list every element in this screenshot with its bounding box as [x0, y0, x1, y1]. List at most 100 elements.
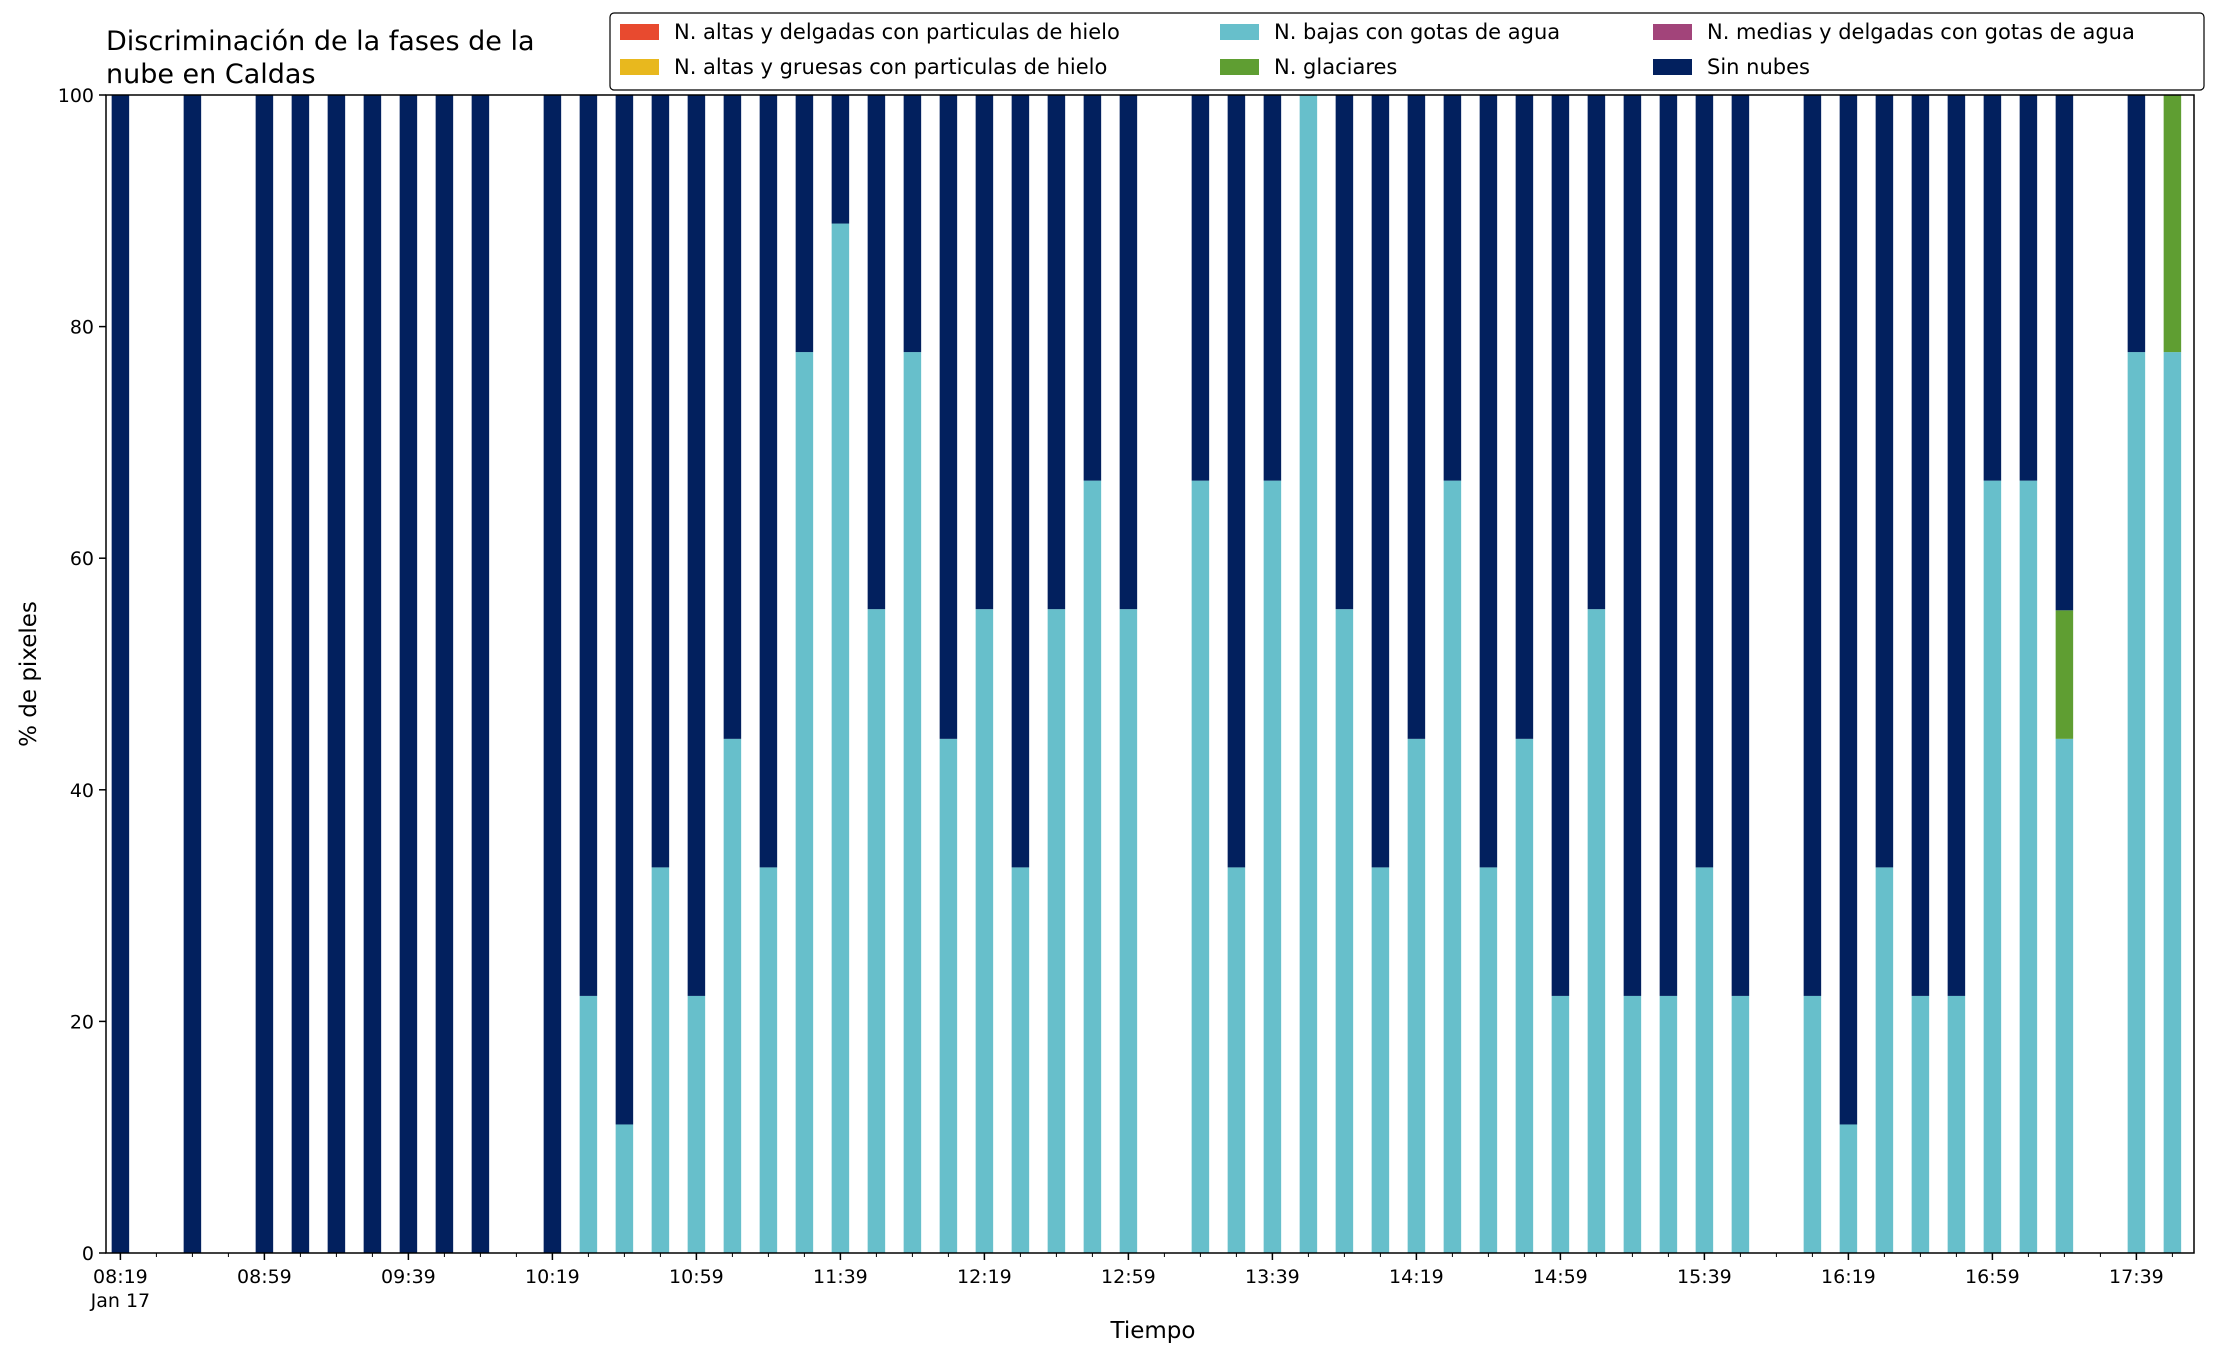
- bar-sin-nubes-1619: [1839, 95, 1858, 1125]
- legend-swatch-n-altas-y-gruesas-con-particulas-de-hielo: [620, 59, 659, 75]
- bar-sin-nubes-1709: [2019, 95, 2038, 481]
- bar-n-bajas-con-gotas-de-agua-1609: [1803, 995, 1822, 1253]
- bar-n-bajas-con-gotas-de-agua-1149: [867, 609, 886, 1253]
- bar-n-bajas-con-gotas-de-agua-1029: [579, 995, 598, 1253]
- bar-sin-nubes-1739: [2127, 95, 2146, 353]
- bar-sin-nubes-1449: [1515, 95, 1534, 739]
- bar-n-bajas-con-gotas-de-agua-1639: [1911, 995, 1930, 1253]
- bar-sin-nubes-1049: [651, 95, 670, 868]
- bar-n-bajas-con-gotas-de-agua-1719: [2055, 738, 2074, 1253]
- bar-sin-nubes-0909: [291, 95, 310, 1253]
- bar-n-bajas-con-gotas-de-agua-1409: [1371, 867, 1390, 1253]
- legend-swatch-n-medias-y-delgadas-con-gotas-de-agua: [1653, 24, 1692, 40]
- bar-n-glaciares-1749: [2163, 95, 2182, 353]
- chart-title-line-2: nube en Caldas: [106, 59, 316, 90]
- bar-n-bajas-con-gotas-de-agua-1709: [2019, 480, 2038, 1253]
- bar-n-bajas-con-gotas-de-agua-1419: [1407, 738, 1426, 1253]
- legend-swatch-sin-nubes: [1653, 59, 1692, 75]
- bar-n-bajas-con-gotas-de-agua-1039: [615, 1124, 634, 1253]
- bar-sin-nubes-1639: [1911, 95, 1930, 996]
- bar-sin-nubes-0819: [111, 95, 130, 1253]
- legend-label-n-medias-y-delgadas-con-gotas-de-agua: N. medias y delgadas con gotas de agua: [1707, 20, 2135, 44]
- bar-sin-nubes-1509: [1587, 95, 1606, 610]
- bar-n-bajas-con-gotas-de-agua-1429: [1443, 480, 1462, 1253]
- bar-sin-nubes-0919: [327, 95, 346, 1253]
- bar-n-bajas-con-gotas-de-agua-1449: [1515, 738, 1534, 1253]
- bar-sin-nubes-0939: [399, 95, 418, 1253]
- y-tick-label-40: 40: [70, 780, 94, 802]
- y-axis-label: % de pixeles: [16, 601, 42, 747]
- bar-sin-nubes-1059: [687, 95, 706, 996]
- x-tick-label-1219: 12:19: [957, 1266, 1012, 1288]
- bar-sin-nubes-1339: [1263, 95, 1282, 481]
- bar-sin-nubes-1439: [1479, 95, 1498, 868]
- plot-frame: [105, 94, 2195, 1254]
- y-axis: 0 20 40 60 80 100: [58, 85, 106, 1265]
- y-tick-label-80: 80: [70, 317, 94, 339]
- bar-n-bajas-con-gotas-de-agua-1339: [1263, 480, 1282, 1253]
- legend-label-n-glaciares: N. glaciares: [1274, 55, 1397, 79]
- bar-sin-nubes-0949: [435, 95, 454, 1253]
- bar-n-bajas-con-gotas-de-agua-1359: [1335, 609, 1354, 1253]
- bar-n-bajas-con-gotas-de-agua-1109: [723, 738, 742, 1253]
- x-axis-label: Tiempo: [1110, 1318, 1196, 1344]
- bar-n-bajas-con-gotas-de-agua-1739: [2127, 352, 2146, 1254]
- chart-title-line-1: Discriminación de la fases de la: [106, 26, 535, 57]
- bar-n-bajas-con-gotas-de-agua-1139: [831, 223, 850, 1253]
- x-tick-label-0939: 09:39: [381, 1266, 436, 1288]
- bars: [111, 95, 2182, 1254]
- legend-swatch-n-altas-y-delgadas-con-particulas-de-hielo: [620, 24, 659, 40]
- bar-n-bajas-con-gotas-de-agua-1629: [1875, 867, 1894, 1253]
- bar-n-bajas-con-gotas-de-agua-1549: [1731, 995, 1750, 1253]
- bar-sin-nubes-1429: [1443, 95, 1462, 481]
- bar-sin-nubes-1529: [1659, 95, 1678, 996]
- bar-sin-nubes-1539: [1695, 95, 1714, 868]
- bar-sin-nubes-1319: [1191, 95, 1210, 481]
- y-tick-label-60: 60: [70, 548, 94, 570]
- bar-n-bajas-con-gotas-de-agua-1119: [759, 867, 778, 1253]
- bar-n-bajas-con-gotas-de-agua-1229: [1011, 867, 1030, 1253]
- x-tick-label-1459: 14:59: [1533, 1266, 1588, 1288]
- x-tick-label-1739: 17:39: [2109, 1266, 2164, 1288]
- bar-n-bajas-con-gotas-de-agua-1349: [1299, 95, 1318, 1253]
- bar-sin-nubes-1229: [1011, 95, 1030, 868]
- x-tick-label-1619: 16:19: [1821, 1266, 1876, 1288]
- bar-n-bajas-con-gotas-de-agua-1059: [687, 995, 706, 1253]
- x-tick-label-1059: 10:59: [669, 1266, 724, 1288]
- bar-n-bajas-con-gotas-de-agua-1329: [1227, 867, 1246, 1253]
- bar-n-bajas-con-gotas-de-agua-1129: [795, 352, 814, 1254]
- bar-sin-nubes-0859: [255, 95, 274, 1253]
- bar-n-bajas-con-gotas-de-agua-1459: [1551, 995, 1570, 1253]
- bar-sin-nubes-1239: [1047, 95, 1066, 610]
- bar-sin-nubes-1609: [1803, 95, 1822, 996]
- bar-sin-nubes-1019: [543, 95, 562, 1253]
- bar-n-bajas-con-gotas-de-agua-1319: [1191, 480, 1210, 1253]
- bar-n-bajas-con-gotas-de-agua-1049: [651, 867, 670, 1253]
- bar-sin-nubes-1649: [1947, 95, 1966, 996]
- bar-sin-nubes-1659: [1983, 95, 2002, 481]
- bar-sin-nubes-1129: [795, 95, 814, 353]
- bar-sin-nubes-0839: [183, 95, 202, 1253]
- bar-n-bajas-con-gotas-de-agua-1159: [903, 352, 922, 1254]
- bar-sin-nubes-1209: [939, 95, 958, 739]
- bar-sin-nubes-1109: [723, 95, 742, 739]
- bar-sin-nubes-1359: [1335, 95, 1354, 610]
- bar-sin-nubes-1149: [867, 95, 886, 610]
- bar-sin-nubes-1029: [579, 95, 598, 996]
- legend-label-sin-nubes: Sin nubes: [1707, 55, 1810, 79]
- bar-sin-nubes-1039: [615, 95, 634, 1125]
- x-tick-label-1539: 15:39: [1677, 1266, 1732, 1288]
- bar-n-bajas-con-gotas-de-agua-1209: [939, 738, 958, 1253]
- bar-n-bajas-con-gotas-de-agua-1749: [2163, 352, 2182, 1254]
- bar-sin-nubes-1219: [975, 95, 994, 610]
- bar-n-bajas-con-gotas-de-agua-1509: [1587, 609, 1606, 1253]
- bar-sin-nubes-1419: [1407, 95, 1426, 739]
- legend-swatch-n-glaciares: [1220, 59, 1259, 75]
- bar-n-bajas-con-gotas-de-agua-1219: [975, 609, 994, 1253]
- bar-sin-nubes-1719: [2055, 95, 2074, 611]
- x-tick-label-1019: 10:19: [525, 1266, 580, 1288]
- x-tick-label-0819: 08:19: [93, 1266, 148, 1288]
- y-tick-label-0: 0: [82, 1243, 94, 1265]
- bar-n-bajas-con-gotas-de-agua-1249: [1083, 480, 1102, 1253]
